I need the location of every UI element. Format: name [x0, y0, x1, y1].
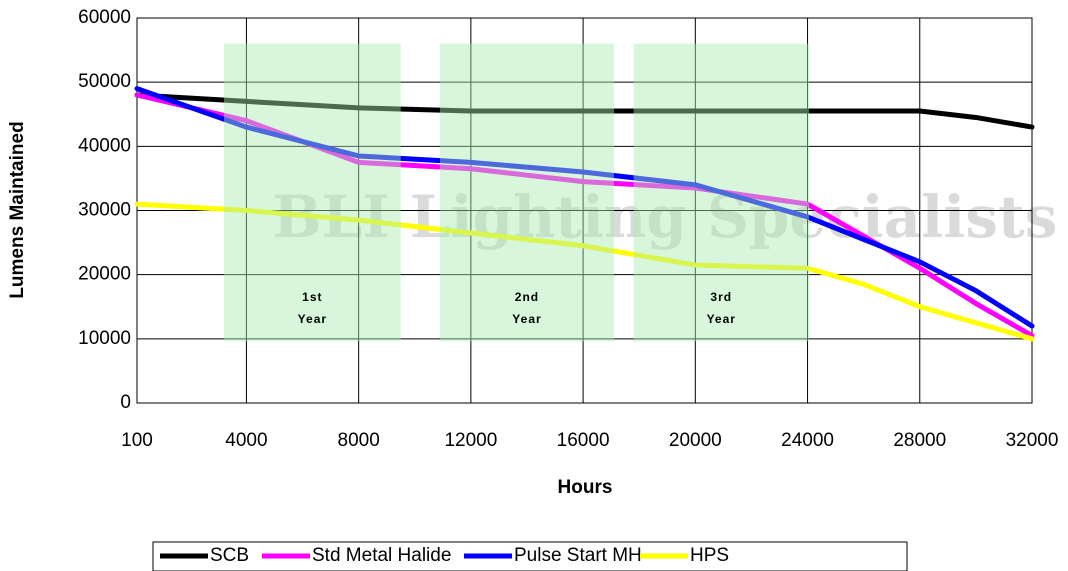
- x-tick-label: 8000: [338, 430, 380, 451]
- band-label: Year: [707, 312, 736, 326]
- x-tick-label: 20000: [669, 430, 722, 451]
- y-tick-label: 40000: [78, 135, 131, 156]
- y-tick-label: 0: [120, 392, 131, 413]
- x-axis-title: Hours: [558, 477, 613, 498]
- band-label: Year: [298, 312, 327, 326]
- x-tick-label: 100: [121, 430, 153, 451]
- y-tick-label: 20000: [78, 264, 131, 285]
- y-tick-label: 60000: [78, 7, 131, 28]
- x-tick-label: 28000: [893, 430, 946, 451]
- x-tick-label: 4000: [225, 430, 267, 451]
- chart: Hours Lumens Maintained BLI Lighting Spe…: [0, 0, 1068, 571]
- band-label: 1st: [302, 290, 322, 304]
- y-tick-label: 30000: [78, 200, 131, 221]
- x-tick-label: 32000: [1006, 430, 1059, 451]
- x-tick-label: 16000: [557, 430, 610, 451]
- band-label: 2nd: [515, 290, 539, 304]
- band-label: Year: [512, 312, 541, 326]
- x-tick-label: 12000: [444, 430, 497, 451]
- legend-label: HPS: [690, 545, 729, 566]
- x-tick-label: 24000: [781, 430, 834, 451]
- legend-label: Std Metal Halide: [312, 545, 451, 566]
- y-axis-title: Lumens Maintained: [7, 121, 28, 298]
- y-tick-label: 50000: [78, 71, 131, 92]
- band-label: 3rd: [710, 290, 732, 304]
- y-tick-label: 10000: [78, 328, 131, 349]
- legend-label: SCB: [210, 545, 249, 566]
- legend-label: Pulse Start MH: [514, 545, 642, 566]
